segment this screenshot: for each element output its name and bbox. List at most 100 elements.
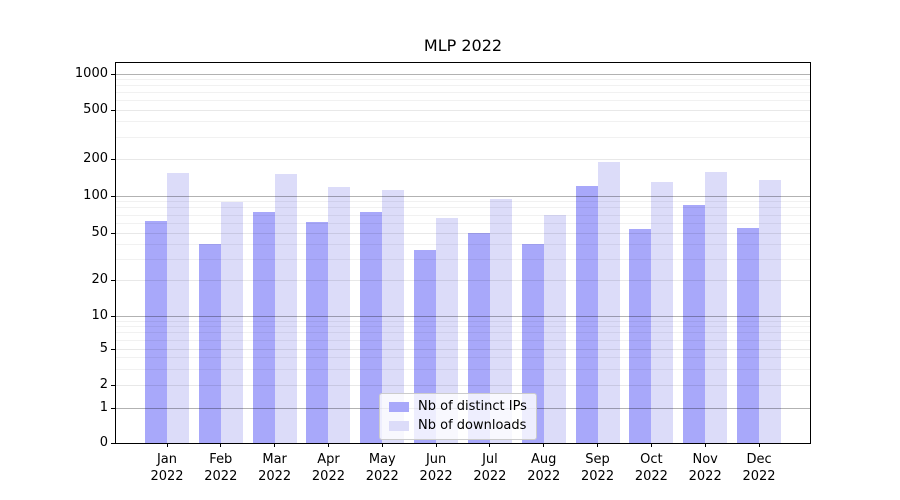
x-tick-sep xyxy=(597,443,599,447)
y-tick-label-500: 500 xyxy=(83,101,108,117)
x-tick-label-jul: Jul 2022 xyxy=(460,452,520,485)
y-tick-200 xyxy=(111,158,115,160)
bar-nb-of-downloads-sep xyxy=(597,162,620,443)
x-tick-yearline: 2022 xyxy=(581,468,615,484)
x-tick-feb xyxy=(220,443,222,447)
x-tick-yearline: 2022 xyxy=(204,468,238,484)
y-tick-0 xyxy=(111,442,115,444)
x-tick-label-aug: Aug 2022 xyxy=(514,452,574,485)
bar-nb-of-downloads-dec xyxy=(759,179,782,443)
x-tick-month: Jan xyxy=(156,452,178,467)
x-tick-yearline: 2022 xyxy=(742,468,776,484)
bar-nb-of-downloads-apr xyxy=(328,187,351,443)
bar-nb-of-distinct-ips-may xyxy=(360,212,383,443)
x-tick-label-sep: Sep 2022 xyxy=(568,452,628,485)
axis-ticks-layer xyxy=(111,63,810,444)
bars-layer xyxy=(116,63,810,443)
y-tick-label-5: 5 xyxy=(99,340,108,356)
bar-nb-of-distinct-ips-sep xyxy=(575,186,598,443)
bar-nb-of-downloads-feb xyxy=(220,201,243,443)
x-tick-yearline: 2022 xyxy=(527,468,561,484)
x-tick-jun xyxy=(435,443,437,447)
x-tick-jan xyxy=(166,443,168,447)
bar-nb-of-downloads-mar xyxy=(274,174,297,443)
x-tick-label-dec: Dec 2022 xyxy=(729,452,789,485)
bar-nb-of-distinct-ips-mar xyxy=(252,212,275,443)
legend-swatch-1 xyxy=(389,402,409,412)
x-tick-yearline: 2022 xyxy=(473,468,507,484)
x-tick-label-jan: Jan 2022 xyxy=(137,452,197,485)
y-tick-label-1000: 1000 xyxy=(74,65,108,81)
x-tick-month: Dec xyxy=(746,452,772,467)
chart-title: MLP 2022 xyxy=(423,36,503,55)
y-tick-2 xyxy=(111,384,115,386)
x-tick-label-nov: Nov 2022 xyxy=(675,452,735,485)
legend-row-2: Nb of downloads xyxy=(389,419,527,433)
legend-swatch-2 xyxy=(389,421,409,431)
legend-label-1: Nb of distinct IPs xyxy=(418,399,527,414)
bar-nb-of-downloads-jul xyxy=(489,198,512,443)
y-tick-1000 xyxy=(111,73,115,75)
x-tick-yearline: 2022 xyxy=(258,468,292,484)
x-tick-may xyxy=(381,443,383,447)
x-tick-month: May xyxy=(368,452,396,467)
x-tick-label-jun: Jun 2022 xyxy=(406,452,466,485)
bar-nb-of-downloads-jun xyxy=(436,218,459,443)
x-tick-label-apr: Apr 2022 xyxy=(298,452,358,485)
x-tick-yearline: 2022 xyxy=(150,468,184,484)
y-tick-label-10: 10 xyxy=(91,307,108,323)
x-tick-month: Nov xyxy=(692,452,718,467)
legend-row-1: Nb of distinct IPs xyxy=(389,400,527,414)
plot-area: Nb of distinct IPs Nb of downloads xyxy=(111,62,811,444)
y-tick-label-100: 100 xyxy=(83,187,108,203)
x-tick-label-mar: Mar 2022 xyxy=(245,452,305,485)
x-tick-nov xyxy=(704,443,706,447)
x-tick-yearline: 2022 xyxy=(365,468,399,484)
x-tick-yearline: 2022 xyxy=(634,468,668,484)
x-tick-month: Jun xyxy=(425,452,447,467)
x-tick-label-may: May 2022 xyxy=(352,452,412,485)
bar-nb-of-distinct-ips-nov xyxy=(683,204,706,443)
x-tick-month: Mar xyxy=(262,452,287,467)
x-tick-month: Jul xyxy=(482,452,498,467)
x-tick-month: Feb xyxy=(209,452,233,467)
x-tick-oct xyxy=(650,443,652,447)
y-tick-label-0: 0 xyxy=(99,434,108,450)
x-tick-month: Sep xyxy=(585,452,610,467)
x-tick-month: Apr xyxy=(317,452,340,467)
y-tick-20 xyxy=(111,279,115,281)
bar-nb-of-distinct-ips-apr xyxy=(306,221,329,443)
x-tick-yearline: 2022 xyxy=(311,468,345,484)
x-tick-label-oct: Oct 2022 xyxy=(621,452,681,485)
bar-nb-of-distinct-ips-oct xyxy=(629,228,652,443)
x-tick-yearline: 2022 xyxy=(688,468,722,484)
x-tick-jul xyxy=(489,443,491,447)
y-tick-label-1: 1 xyxy=(99,399,108,415)
bar-nb-of-downloads-may xyxy=(382,189,405,443)
x-tick-yearline: 2022 xyxy=(419,468,453,484)
legend-label-2: Nb of downloads xyxy=(418,418,527,433)
x-tick-month: Oct xyxy=(640,452,663,467)
x-tick-apr xyxy=(327,443,329,447)
y-tick-50 xyxy=(111,232,115,234)
bar-nb-of-downloads-aug xyxy=(543,215,566,443)
bar-nb-of-distinct-ips-dec xyxy=(737,227,760,443)
y-tick-label-200: 200 xyxy=(83,150,108,166)
bar-nb-of-distinct-ips-jul xyxy=(467,233,490,443)
y-tick-1 xyxy=(111,407,115,409)
x-tick-label-feb: Feb 2022 xyxy=(191,452,251,485)
x-tick-aug xyxy=(543,443,545,447)
bar-nb-of-distinct-ips-jan xyxy=(145,220,167,443)
y-tick-label-2: 2 xyxy=(99,376,108,392)
y-tick-10 xyxy=(111,315,115,317)
y-tick-5 xyxy=(111,348,115,350)
x-tick-month: Aug xyxy=(531,452,557,467)
bar-nb-of-downloads-jan xyxy=(167,172,189,443)
bar-nb-of-distinct-ips-feb xyxy=(198,244,221,443)
y-tick-label-20: 20 xyxy=(91,271,108,287)
x-tick-mar xyxy=(274,443,276,447)
y-tick-500 xyxy=(111,109,115,111)
y-tick-100 xyxy=(111,195,115,197)
x-tick-dec xyxy=(758,443,760,447)
